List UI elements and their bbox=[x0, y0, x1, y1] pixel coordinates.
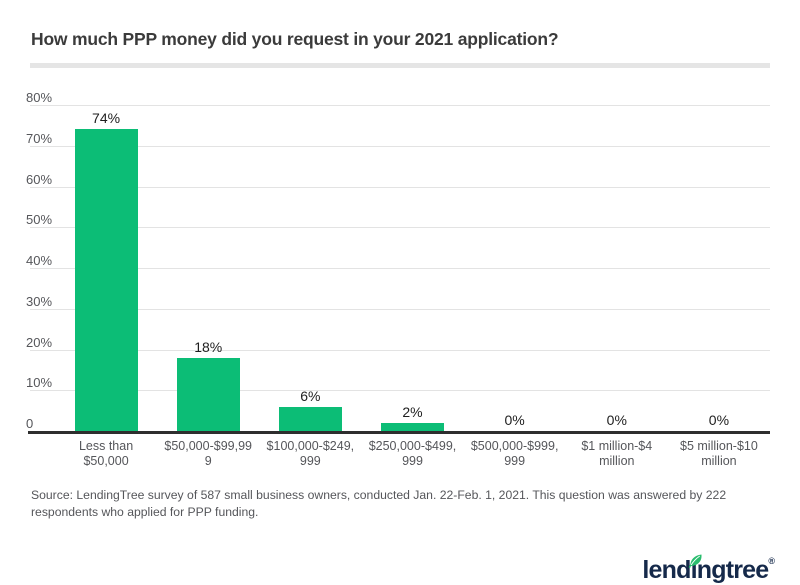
y-tick-label: 30% bbox=[26, 293, 53, 309]
logo-text-i: ı bbox=[690, 556, 698, 584]
x-axis-line bbox=[28, 431, 770, 434]
x-tick-label: Less than $50,000 bbox=[78, 439, 134, 468]
x-tick-label: $1 million-$4 million bbox=[581, 439, 653, 468]
bar-value-label: 0% bbox=[606, 412, 627, 428]
gridline bbox=[30, 186, 770, 188]
y-tick-label: 60% bbox=[26, 171, 53, 187]
logo-letter-i: ı bbox=[688, 554, 702, 584]
chart-title: How much PPP money did you request in yo… bbox=[31, 29, 559, 49]
gridline bbox=[30, 390, 770, 392]
bar-value-label: 0% bbox=[708, 412, 730, 428]
source-note: Source: LendingTree survey of 587 small … bbox=[31, 487, 776, 520]
gridline bbox=[30, 227, 770, 229]
x-tick-label: $5 million-$10 million bbox=[680, 439, 758, 468]
bar-value-label: 6% bbox=[300, 387, 321, 404]
bar-value-label: 74% bbox=[92, 110, 121, 127]
source-line-2: respondents who applied for PPP funding. bbox=[31, 504, 259, 519]
y-tick-label: 10% bbox=[26, 375, 53, 391]
bar-value-label: 2% bbox=[402, 403, 423, 420]
y-tick-label: 40% bbox=[26, 253, 53, 268]
leaf-icon bbox=[688, 547, 704, 568]
gridline bbox=[30, 349, 770, 351]
y-tick-label: 20% bbox=[26, 334, 53, 350]
gridline bbox=[30, 105, 770, 106]
lendingtree-logo: lend ıngtree® bbox=[642, 548, 775, 583]
registered-mark: ® bbox=[768, 556, 775, 566]
x-tick-label: $500,000-$999, 999 bbox=[470, 439, 559, 468]
y-tick-label: 70% bbox=[26, 130, 53, 146]
y-tick-label: 0 bbox=[26, 416, 34, 431]
bar bbox=[381, 422, 444, 431]
x-tick-label: $250,000-$499, 999 bbox=[368, 439, 457, 468]
gridline bbox=[30, 145, 770, 147]
y-tick-label: 80% bbox=[26, 90, 53, 105]
bar-value-label: 18% bbox=[194, 338, 223, 355]
y-tick-label: 50% bbox=[26, 212, 53, 228]
gridline bbox=[30, 308, 770, 310]
title-divider bbox=[30, 63, 770, 68]
x-tick-label: $50,000-$99,99 9 bbox=[164, 439, 252, 468]
gridline bbox=[30, 268, 770, 269]
bar bbox=[74, 129, 138, 431]
bar bbox=[278, 406, 342, 431]
bar bbox=[176, 357, 240, 431]
bar-value-label: 0% bbox=[504, 412, 525, 428]
source-line-1: Source: LendingTree survey of 587 small … bbox=[31, 488, 727, 502]
x-tick-label: $100,000-$249, 999 bbox=[266, 439, 355, 468]
logo-text-lend: lend bbox=[642, 556, 691, 584]
logo-text-ngtree: ngtree bbox=[696, 556, 769, 584]
